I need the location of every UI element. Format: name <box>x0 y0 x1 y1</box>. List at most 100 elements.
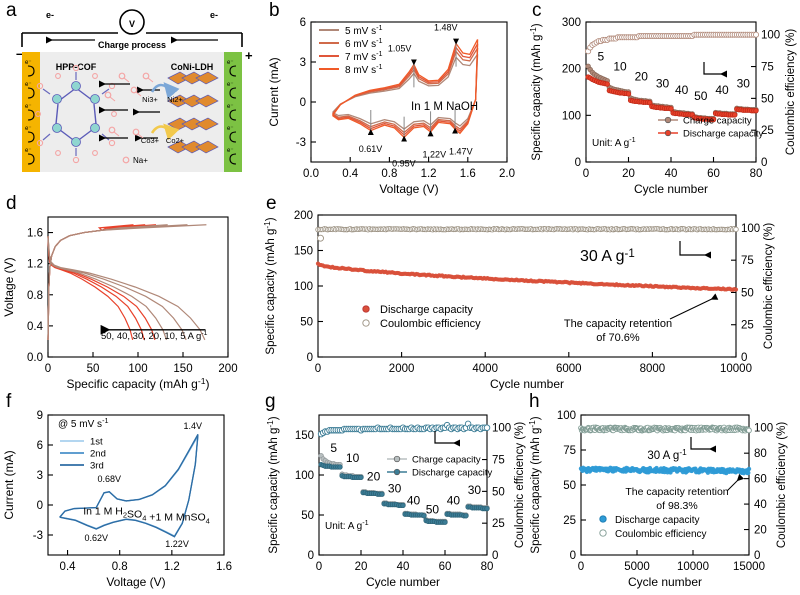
svg-text:Coulombic efficiency: Coulombic efficiency <box>615 529 707 540</box>
svg-text:10000: 10000 <box>720 363 752 375</box>
svg-text:80: 80 <box>754 448 767 460</box>
svg-text:50: 50 <box>694 89 708 103</box>
svg-text:1st: 1st <box>90 437 103 448</box>
svg-text:e⁻: e⁻ <box>25 148 32 154</box>
co-oxidized-label: Co3+ <box>141 136 160 145</box>
svg-text:0.0: 0.0 <box>27 352 43 364</box>
svg-text:0: 0 <box>741 352 747 364</box>
svg-text:80: 80 <box>481 561 494 573</box>
svg-text:5000: 5000 <box>624 561 650 573</box>
svg-text:0: 0 <box>45 363 51 375</box>
cathode-material-label: CoNi-LDH <box>171 62 214 72</box>
svg-text:e⁻: e⁻ <box>25 126 32 132</box>
svg-text:0.8: 0.8 <box>112 561 128 573</box>
svg-text:60: 60 <box>754 474 767 486</box>
svg-text:40: 40 <box>447 494 461 508</box>
svg-text:100: 100 <box>562 110 581 122</box>
svg-text:10: 10 <box>613 60 627 74</box>
svg-text:0.95V: 0.95V <box>392 159 416 169</box>
svg-text:3rd: 3rd <box>90 461 104 472</box>
svg-text:1.05V: 1.05V <box>388 43 412 53</box>
panel-d-label: d <box>6 193 17 215</box>
svg-text:Cycle number: Cycle number <box>628 575 702 589</box>
svg-text:15000: 15000 <box>733 561 765 573</box>
svg-text:40: 40 <box>407 494 421 508</box>
panel-e-longcycle-naoh: e 0 2000 4000 6000 8000 10000 0 50 100 150 200 0 25 5… <box>262 193 800 393</box>
svg-text:25: 25 <box>492 518 505 530</box>
svg-text:200: 200 <box>562 64 581 76</box>
svg-text:8 mV s-1: 8 mV s-1 <box>345 62 383 76</box>
svg-text:30 A g-1: 30 A g-1 <box>580 248 635 265</box>
svg-text:Coulombic efficiency (%): Coulombic efficiency (%) <box>785 29 797 156</box>
svg-text:0.68V: 0.68V <box>98 474 122 484</box>
svg-text:40: 40 <box>715 83 729 97</box>
svg-text:0: 0 <box>315 363 321 375</box>
svg-text:75: 75 <box>761 62 774 74</box>
svg-text:Current (mA): Current (mA) <box>2 450 16 519</box>
svg-text:Cycle number: Cycle number <box>366 575 440 589</box>
co-reduced-label: Co2+ <box>166 136 185 145</box>
svg-text:5 mV s-1: 5 mV s-1 <box>345 23 383 37</box>
ni-reduced-label: Ni2+ <box>167 95 183 104</box>
svg-text:100: 100 <box>492 423 511 435</box>
svg-text:of 70.6%: of 70.6% <box>596 332 640 344</box>
svg-text:40: 40 <box>754 499 767 511</box>
svg-text:e⁻: e⁻ <box>227 82 234 88</box>
svg-text:0: 0 <box>307 352 313 364</box>
svg-text:30: 30 <box>737 76 751 90</box>
svg-text:0: 0 <box>37 500 43 512</box>
svg-text:200: 200 <box>218 363 237 375</box>
svg-text:50: 50 <box>87 363 100 375</box>
svg-text:75: 75 <box>563 445 576 457</box>
svg-text:50, 40, 30, 20, 10, 5 A g-1: 50, 40, 30, 20, 10, 5 A g-1 <box>101 330 208 342</box>
svg-text:e⁻: e⁻ <box>227 148 234 154</box>
svg-text:30: 30 <box>656 76 670 90</box>
svg-text:Charge capacity: Charge capacity <box>683 116 752 127</box>
svg-text:4000: 4000 <box>472 363 498 375</box>
svg-text:50: 50 <box>741 287 754 299</box>
svg-text:e⁻: e⁻ <box>25 60 32 66</box>
svg-text:150: 150 <box>173 363 192 375</box>
svg-text:8000: 8000 <box>640 363 666 375</box>
svg-text:100: 100 <box>557 410 576 422</box>
panel-f-cv-acid: f 0.4 0.8 1.2 1.6 -3 0 3 6 9 Voltage (V) Current (… <box>0 391 265 595</box>
svg-text:Discharge capacity: Discharge capacity <box>412 468 493 479</box>
panel-c-rate-naoh: c 0 20 40 60 80 0 100 200 300 0 25 50 75 100 Cycle num… <box>528 0 800 195</box>
svg-text:The capacity retention: The capacity retention <box>564 318 672 330</box>
svg-text:9: 9 <box>37 410 43 422</box>
svg-text:0.8: 0.8 <box>27 290 43 302</box>
svg-text:50: 50 <box>761 93 774 105</box>
svg-text:100: 100 <box>295 470 314 482</box>
svg-text:Coulombic efficiency (%): Coulombic efficiency (%) <box>776 422 788 549</box>
panel-b-label: b <box>269 0 280 22</box>
panel-d-gcd-curves: d 0 50 100 150 200 0.0 0.4 0.8 1.2 1.6 Specific ca… <box>0 193 265 393</box>
svg-text:6 mV s-1: 6 mV s-1 <box>345 36 383 50</box>
svg-text:2.0: 2.0 <box>499 168 515 180</box>
svg-text:100: 100 <box>761 30 780 42</box>
svg-text:50: 50 <box>563 480 576 492</box>
na-ion-label: Na+ <box>133 156 148 165</box>
svg-text:0: 0 <box>492 550 498 562</box>
svg-text:100: 100 <box>741 223 760 235</box>
svg-text:2000: 2000 <box>389 363 415 375</box>
svg-text:75: 75 <box>741 255 754 267</box>
panel-h-label: h <box>529 391 540 413</box>
svg-text:Unit: A g-1: Unit: A g-1 <box>592 135 636 149</box>
svg-text:20: 20 <box>622 168 635 180</box>
panel-f-label: f <box>6 391 11 413</box>
svg-text:Current (mA): Current (mA) <box>267 57 281 126</box>
svg-text:0: 0 <box>583 168 589 180</box>
svg-text:1.6: 1.6 <box>27 228 43 240</box>
svg-text:150: 150 <box>295 430 314 442</box>
svg-text:1.6: 1.6 <box>216 561 232 573</box>
svg-text:30: 30 <box>388 482 402 496</box>
svg-text:0: 0 <box>578 561 584 573</box>
panel-g-rate-acid: g 0 20 40 60 80 0 50 100 150 0 25 50 75 100 Cycle numb… <box>265 391 537 595</box>
svg-text:0.4: 0.4 <box>60 561 77 573</box>
svg-text:40: 40 <box>397 561 410 573</box>
svg-text:3: 3 <box>300 57 306 69</box>
svg-text:1.2: 1.2 <box>164 561 180 573</box>
panel-a-label: a <box>6 0 17 22</box>
svg-text:100: 100 <box>294 281 313 293</box>
svg-text:100: 100 <box>128 363 147 375</box>
